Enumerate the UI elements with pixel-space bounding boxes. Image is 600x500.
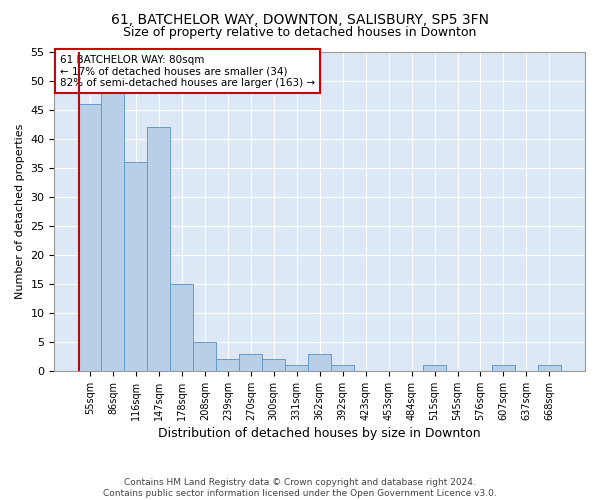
Bar <box>538 365 561 371</box>
Bar <box>124 162 148 371</box>
Bar <box>170 284 193 371</box>
Bar <box>101 80 124 371</box>
Text: 61, BATCHELOR WAY, DOWNTON, SALISBURY, SP5 3FN: 61, BATCHELOR WAY, DOWNTON, SALISBURY, S… <box>111 12 489 26</box>
Bar <box>308 354 331 371</box>
Bar <box>492 365 515 371</box>
Bar <box>423 365 446 371</box>
Bar <box>331 365 354 371</box>
Y-axis label: Number of detached properties: Number of detached properties <box>15 124 25 299</box>
Bar <box>262 360 285 371</box>
Bar <box>79 104 101 371</box>
Bar <box>285 365 308 371</box>
Bar <box>217 360 239 371</box>
Text: 61 BATCHELOR WAY: 80sqm
← 17% of detached houses are smaller (34)
82% of semi-de: 61 BATCHELOR WAY: 80sqm ← 17% of detache… <box>60 54 315 88</box>
X-axis label: Distribution of detached houses by size in Downton: Distribution of detached houses by size … <box>158 427 481 440</box>
Bar <box>193 342 217 371</box>
Text: Size of property relative to detached houses in Downton: Size of property relative to detached ho… <box>124 26 476 39</box>
Bar <box>148 127 170 371</box>
Bar <box>239 354 262 371</box>
Text: Contains HM Land Registry data © Crown copyright and database right 2024.
Contai: Contains HM Land Registry data © Crown c… <box>103 478 497 498</box>
